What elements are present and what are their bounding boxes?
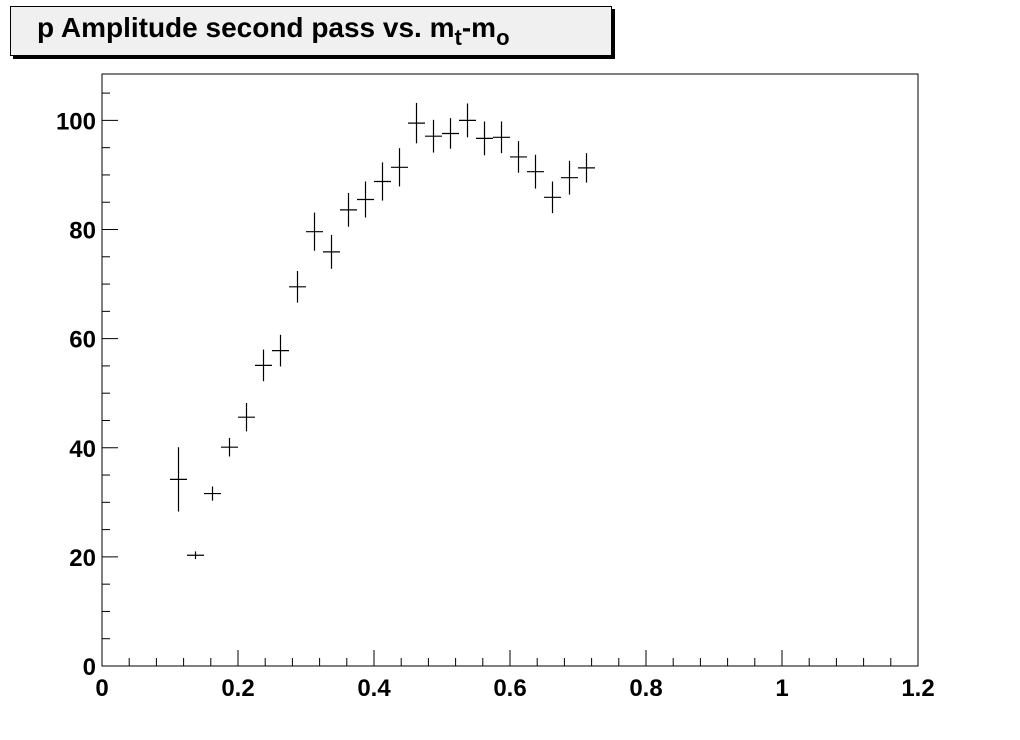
x-tick-label: 0 <box>95 675 108 702</box>
y-tick-label: 80 <box>69 218 96 245</box>
data-point <box>306 212 323 251</box>
data-point <box>170 447 187 512</box>
data-point <box>255 349 272 382</box>
data-point <box>442 118 459 149</box>
x-tick-label: 0.8 <box>629 675 662 702</box>
y-tick-label: 40 <box>69 436 96 463</box>
data-point <box>476 121 493 156</box>
chart-title-main: p Amplitude second pass vs. m <box>37 11 455 43</box>
data-point <box>323 234 340 269</box>
x-axis: 0 0.2 0.4 0.6 0.8 1 1.2 <box>95 650 935 702</box>
data-point <box>510 141 527 173</box>
chart-title-box: p Amplitude second pass vs. mt-mo <box>10 6 612 56</box>
y-axis: 0 20 40 60 80 100 <box>56 92 118 681</box>
chart-title-sub-o: o <box>496 24 510 50</box>
data-points <box>170 102 595 560</box>
plot-frame <box>101 73 919 667</box>
data-point <box>221 437 238 457</box>
data-point <box>561 160 578 195</box>
chart-title-sub-t: t <box>454 24 462 50</box>
data-point <box>340 192 357 227</box>
y-tick-label: 100 <box>56 108 96 135</box>
data-point <box>425 119 442 153</box>
data-point <box>272 334 289 367</box>
data-point <box>357 181 374 218</box>
data-point <box>391 148 408 187</box>
data-point <box>544 181 561 214</box>
data-point <box>374 162 391 201</box>
chart-title-mid: -m <box>461 11 497 43</box>
x-tick-label: 0.4 <box>357 675 391 702</box>
data-point <box>459 103 476 138</box>
data-point <box>578 153 595 183</box>
x-tick-label: 0.6 <box>493 675 526 702</box>
data-point <box>238 403 255 432</box>
data-point <box>493 121 510 154</box>
x-tick-label: 0.2 <box>221 675 254 702</box>
data-point <box>289 270 306 303</box>
data-point <box>187 551 204 560</box>
x-tick-label: 1 <box>775 675 788 702</box>
x-tick-label: 1.2 <box>901 675 934 702</box>
chart-title: p Amplitude second pass vs. mt-mo <box>11 12 510 51</box>
data-point <box>527 154 544 189</box>
data-point <box>204 486 221 501</box>
y-tick-label: 20 <box>69 545 96 572</box>
y-tick-label: 60 <box>69 327 96 354</box>
data-point <box>408 102 425 144</box>
y-tick-label: 0 <box>83 654 96 681</box>
